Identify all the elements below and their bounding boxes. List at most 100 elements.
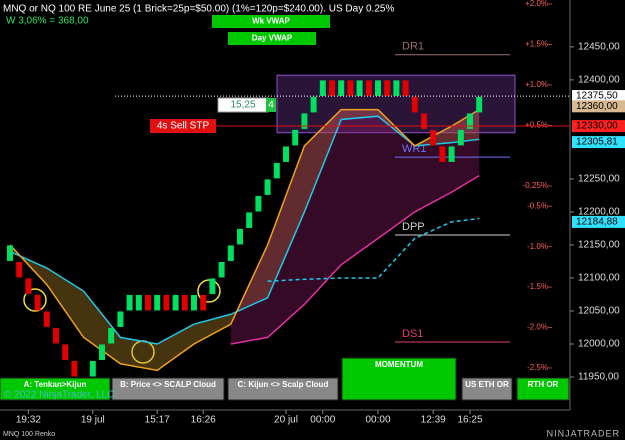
renko-brick	[99, 344, 105, 360]
signal-button[interactable]	[111, 377, 225, 401]
renko-brick	[393, 80, 400, 96]
highlight-circle	[23, 288, 47, 312]
signal-button-label[interactable]: B: Price <> SCALP Cloud	[120, 380, 216, 389]
x-tick-label: 19:32	[16, 415, 41, 426]
renko-brick	[117, 311, 124, 327]
indicator-line	[267, 217, 480, 283]
price-marker-label: 12184,88	[576, 217, 618, 228]
renko-brick	[319, 80, 326, 96]
y2-tick-label: -1.0%	[527, 242, 548, 251]
y-tick-label: 12150,00	[578, 240, 620, 251]
signal-button-label[interactable]: C: Kijun <> Scalp Cloud	[238, 380, 329, 389]
price-marker	[572, 120, 625, 133]
renko-brick	[89, 360, 96, 377]
renko-brick	[301, 113, 308, 129]
signal-button[interactable]	[0, 377, 111, 401]
renko-brick	[209, 278, 216, 294]
x-tick-label: 00:00	[365, 415, 390, 426]
y-tick-label: 12250,00	[578, 174, 620, 185]
signal-button-label[interactable]: US ETH OR	[465, 380, 509, 389]
y2-tick-label: +0.5%	[525, 120, 548, 129]
renko-brick	[356, 80, 363, 96]
renko-brick	[439, 146, 446, 162]
highlight-circle	[197, 279, 221, 303]
y2-tick-label: -2.0%	[527, 323, 548, 332]
signal-button[interactable]	[516, 377, 570, 401]
signal-button[interactable]	[461, 377, 513, 401]
renko-brick	[7, 245, 13, 261]
price-marker-label: 12330,00	[576, 121, 618, 132]
renko-brick	[384, 80, 391, 96]
renko-brick	[283, 146, 289, 162]
renko-brick	[430, 129, 437, 146]
renko-brick	[310, 96, 317, 113]
indicator-line	[230, 174, 480, 345]
renko-brick	[421, 113, 427, 129]
y-tick-label: 12100,00	[578, 273, 620, 284]
renko-brick	[43, 311, 50, 327]
stop-box	[150, 119, 216, 133]
y-tick-label: 12050,00	[578, 306, 620, 317]
pivot-label: DPP	[402, 221, 425, 233]
renko-brick	[255, 195, 262, 212]
cloud	[230, 109, 480, 344]
renko-brick	[329, 80, 335, 96]
vwap-button[interactable]	[212, 15, 330, 28]
renko-brick	[181, 294, 188, 311]
chart-title: MNQ or NQ 100 RE June 25 (1 Brick=25p=$5…	[3, 4, 394, 15]
instrument-label: MNQ 100 Renko	[3, 431, 55, 438]
price-marker	[572, 215, 625, 228]
x-tick-label: 16:25	[457, 415, 482, 426]
y2-tick-label: +1.5%	[525, 40, 548, 49]
stop-label: 4s Sell STP	[157, 121, 210, 132]
subtitle: W 3,06% = 368,00	[6, 16, 89, 27]
order-count-box	[266, 98, 276, 112]
renko-brick	[145, 294, 151, 311]
renko-brick	[62, 344, 69, 360]
vwap-button-label[interactable]: Wk VWAP	[252, 17, 290, 26]
renko-brick	[467, 113, 473, 129]
x-tick-label: 00:00	[310, 415, 335, 426]
order-qty: 15,25	[230, 100, 255, 111]
renko-brick	[135, 294, 142, 311]
y2-tick-label: +1.0%	[525, 80, 548, 89]
renko-brick	[191, 294, 197, 311]
renko-brick	[108, 327, 115, 344]
y2-tick-label: -1.5%	[527, 282, 548, 291]
signal-button[interactable]	[227, 377, 339, 401]
renko-brick	[163, 294, 170, 311]
renko-brick	[16, 261, 23, 278]
y-tick-label: 12450,00	[578, 42, 620, 53]
renko-brick	[365, 80, 372, 96]
renko-brick	[347, 80, 354, 96]
signal-button-label[interactable]: A: Tenkan>Kijun	[24, 380, 87, 389]
renko-brick	[411, 96, 418, 113]
indicator-line	[9, 115, 480, 345]
vwap-button-label[interactable]: Day VWAP	[252, 34, 293, 43]
indicator-line	[9, 108, 480, 372]
y-tick-label: 12000,00	[578, 339, 620, 350]
x-tick-label: 20 jul	[274, 415, 298, 426]
signal-button-label[interactable]: MOMENTUM	[375, 360, 423, 369]
renko-brick	[375, 80, 381, 96]
signal-button[interactable]	[341, 357, 457, 401]
renko-brick	[338, 80, 345, 96]
renko-brick	[25, 278, 32, 294]
renko-brick	[218, 261, 225, 278]
copyright: © 2022 NinjaTrader, LLC	[4, 390, 114, 401]
renko-brick	[172, 294, 179, 311]
price-marker-label: 12360,00	[576, 101, 618, 112]
pivot-label: DS1	[402, 328, 423, 340]
x-tick-label: 12:39	[421, 415, 446, 426]
renko-brick	[457, 129, 464, 146]
pivot-label: DR1	[402, 41, 424, 53]
renko-brick	[246, 212, 253, 228]
price-marker-label: 12375,50	[576, 91, 618, 102]
renko-brick	[237, 228, 243, 245]
vwap-button[interactable]	[228, 32, 316, 45]
signal-button-label[interactable]: RTH OR	[528, 380, 559, 389]
renko-brick	[264, 179, 271, 195]
price-marker	[572, 136, 625, 149]
